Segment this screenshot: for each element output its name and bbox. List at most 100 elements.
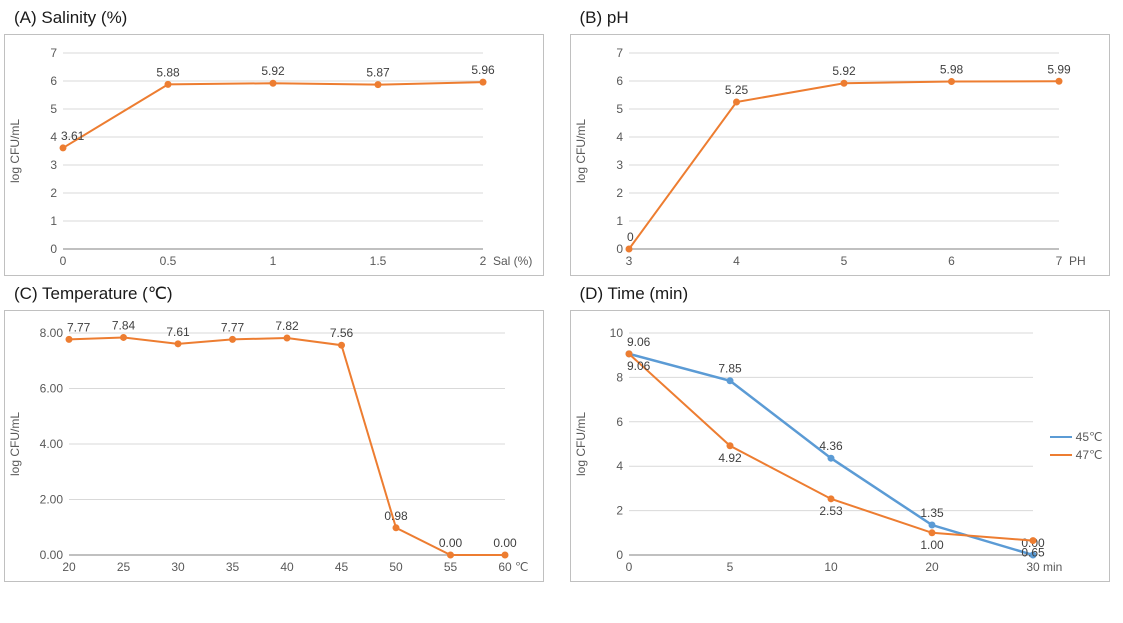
svg-text:9.06: 9.06 (627, 359, 651, 373)
svg-text:2: 2 (50, 186, 57, 200)
svg-text:1.35: 1.35 (920, 506, 944, 520)
svg-text:3.61: 3.61 (61, 129, 85, 143)
svg-text:0.5: 0.5 (160, 254, 177, 268)
panel-d-chart: 024681005102030minlog CFU/mL9.067.854.36… (570, 310, 1110, 582)
svg-text:7.77: 7.77 (221, 320, 245, 334)
svg-text:10: 10 (609, 326, 623, 340)
svg-text:5.99: 5.99 (1047, 62, 1071, 76)
panel-c-chart: 0.002.004.006.008.00202530354045505560℃l… (4, 310, 544, 582)
legend-swatch (1050, 436, 1072, 438)
svg-text:6: 6 (616, 415, 623, 429)
svg-text:20: 20 (62, 560, 76, 574)
svg-text:1: 1 (616, 214, 623, 228)
svg-text:5: 5 (840, 254, 847, 268)
svg-text:0: 0 (60, 254, 67, 268)
svg-text:40: 40 (280, 560, 294, 574)
svg-text:0.65: 0.65 (1021, 546, 1045, 560)
svg-text:4.92: 4.92 (718, 451, 742, 465)
svg-text:1: 1 (50, 214, 57, 228)
svg-text:45: 45 (335, 560, 349, 574)
svg-text:0: 0 (50, 242, 57, 256)
svg-text:log CFU/mL: log CFU/mL (8, 119, 22, 183)
panel-c: (C) Temperature (℃) 0.00 2.00 4.00 6.00 8.00… (4, 280, 554, 582)
svg-text:2: 2 (616, 186, 623, 200)
svg-text:0: 0 (625, 560, 632, 574)
svg-text:30: 30 (1026, 560, 1040, 574)
panel-b-title: (B) pH (580, 8, 1120, 28)
svg-text:7: 7 (50, 46, 57, 60)
svg-text:6: 6 (50, 74, 57, 88)
panel-c-title: (C) Temperature (℃) (14, 284, 554, 304)
svg-text:℃: ℃ (515, 560, 528, 574)
svg-text:Sal (%): Sal (%) (493, 254, 532, 268)
legend-label: 47℃ (1076, 448, 1103, 462)
svg-text:5.96: 5.96 (471, 63, 495, 77)
svg-text:10: 10 (824, 560, 838, 574)
svg-text:9.06: 9.06 (627, 335, 651, 349)
svg-text:7.56: 7.56 (330, 326, 354, 340)
svg-text:6: 6 (616, 74, 623, 88)
svg-text:7.77: 7.77 (67, 320, 91, 334)
svg-text:4: 4 (616, 459, 623, 473)
svg-text:5: 5 (726, 560, 733, 574)
svg-text:2: 2 (616, 504, 623, 518)
svg-text:1.5: 1.5 (370, 254, 387, 268)
svg-text:1: 1 (270, 254, 277, 268)
svg-text:3: 3 (625, 254, 632, 268)
panel-a-title: (A) Salinity (%) (14, 8, 554, 28)
svg-text:0.00: 0.00 (439, 536, 463, 550)
svg-text:6: 6 (948, 254, 955, 268)
svg-text:1.00: 1.00 (920, 538, 944, 552)
svg-text:8: 8 (616, 370, 623, 384)
svg-text:4.36: 4.36 (819, 439, 843, 453)
svg-text:5.98: 5.98 (939, 63, 963, 77)
svg-text:log CFU/mL: log CFU/mL (8, 412, 22, 476)
svg-text:55: 55 (444, 560, 458, 574)
panel-a-chart: 0123456700.511.52Sal (%)log CFU/mL3.615.… (4, 34, 544, 276)
legend: 45℃47℃ (1050, 426, 1103, 466)
svg-text:4: 4 (616, 130, 623, 144)
svg-text:4: 4 (50, 130, 57, 144)
panel-b-chart: 0123456734567PHlog CFU/mL05.255.925.985.… (570, 34, 1110, 276)
chart-grid: (A) Salinity (%) 0123456700.511.52Sal (%… (4, 4, 1119, 582)
svg-text:4.00: 4.00 (40, 437, 64, 451)
svg-text:5: 5 (616, 102, 623, 116)
svg-text:log CFU/mL: log CFU/mL (574, 119, 588, 183)
svg-text:5.87: 5.87 (366, 66, 390, 80)
panel-a: (A) Salinity (%) 0123456700.511.52Sal (%… (4, 4, 554, 276)
panel-d: (D) Time (min) 024681005102030minlog CFU… (570, 280, 1120, 582)
svg-text:5.92: 5.92 (832, 64, 856, 78)
svg-text:5.88: 5.88 (156, 65, 180, 79)
svg-text:4: 4 (733, 254, 740, 268)
svg-text:min: min (1043, 560, 1062, 574)
svg-text:30: 30 (171, 560, 185, 574)
svg-text:log CFU/mL: log CFU/mL (574, 412, 588, 476)
svg-text:60: 60 (498, 560, 512, 574)
panel-b: (B) pH 0123456734567PHlog CFU/mL05.255.9… (570, 4, 1120, 276)
svg-text:3: 3 (616, 158, 623, 172)
legend-swatch (1050, 454, 1072, 456)
svg-text:25: 25 (117, 560, 131, 574)
svg-text:2: 2 (480, 254, 487, 268)
svg-text:7.84: 7.84 (112, 318, 136, 332)
svg-text:2.00: 2.00 (40, 493, 64, 507)
svg-text:6.00: 6.00 (40, 382, 64, 396)
svg-text:0: 0 (616, 548, 623, 562)
svg-text:8.00: 8.00 (40, 326, 64, 340)
svg-text:7: 7 (1055, 254, 1062, 268)
svg-text:35: 35 (226, 560, 240, 574)
svg-text:7: 7 (616, 46, 623, 60)
svg-text:0: 0 (616, 242, 623, 256)
legend-label: 45℃ (1076, 430, 1103, 444)
svg-text:0.00: 0.00 (40, 548, 64, 562)
legend-item: 47℃ (1050, 448, 1103, 462)
svg-text:0: 0 (627, 230, 634, 244)
svg-text:7.85: 7.85 (718, 362, 742, 376)
svg-text:PH: PH (1069, 254, 1086, 268)
svg-text:7.82: 7.82 (275, 319, 299, 333)
svg-text:5.92: 5.92 (261, 64, 285, 78)
svg-text:0.98: 0.98 (384, 509, 408, 523)
svg-text:5.25: 5.25 (724, 83, 748, 97)
svg-text:2.53: 2.53 (819, 504, 843, 518)
svg-text:0.00: 0.00 (493, 536, 517, 550)
